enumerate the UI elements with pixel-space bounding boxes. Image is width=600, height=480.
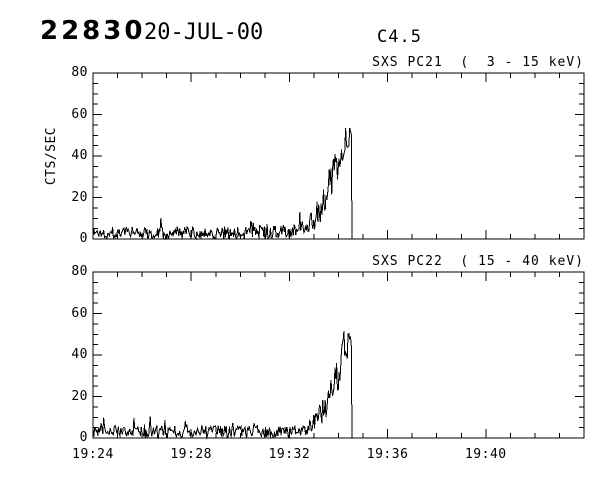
y-tick-label: 80 xyxy=(71,65,88,80)
y-tick-label: 0 xyxy=(79,231,88,246)
y-tick-label: 0 xyxy=(79,430,88,445)
y-tick-label: 40 xyxy=(71,347,88,362)
y-tick-label: 60 xyxy=(71,305,88,321)
axis-ticks xyxy=(92,72,585,240)
x-tick-label: 19:24 xyxy=(72,447,114,462)
event-number: 22830 xyxy=(40,16,146,46)
plot-frame xyxy=(92,271,585,439)
y-tick-label: 40 xyxy=(71,148,88,163)
x-tick-label: 19:28 xyxy=(170,447,212,462)
lightcurve-trace xyxy=(92,330,353,440)
panel2-title: SXS PC22 ( 15 - 40 keV) xyxy=(372,254,584,269)
lightcurve-trace xyxy=(92,127,353,241)
x-tick-label: 19:32 xyxy=(268,447,311,462)
goes-class: C4.5 xyxy=(377,27,422,47)
plot-frame xyxy=(92,72,585,240)
axis-ticks xyxy=(92,271,585,439)
panel1-title: SXS PC21 ( 3 - 15 keV) xyxy=(372,55,584,70)
y-tick-label: 20 xyxy=(71,388,88,404)
event-date: 20-JUL-00 xyxy=(144,20,264,45)
y-tick-label: 20 xyxy=(71,189,88,205)
y-tick-label: 60 xyxy=(71,106,88,122)
y-tick-label: 80 xyxy=(71,264,88,279)
x-tick-label: 19:40 xyxy=(464,447,507,462)
x-tick-label: 19:36 xyxy=(366,447,409,462)
